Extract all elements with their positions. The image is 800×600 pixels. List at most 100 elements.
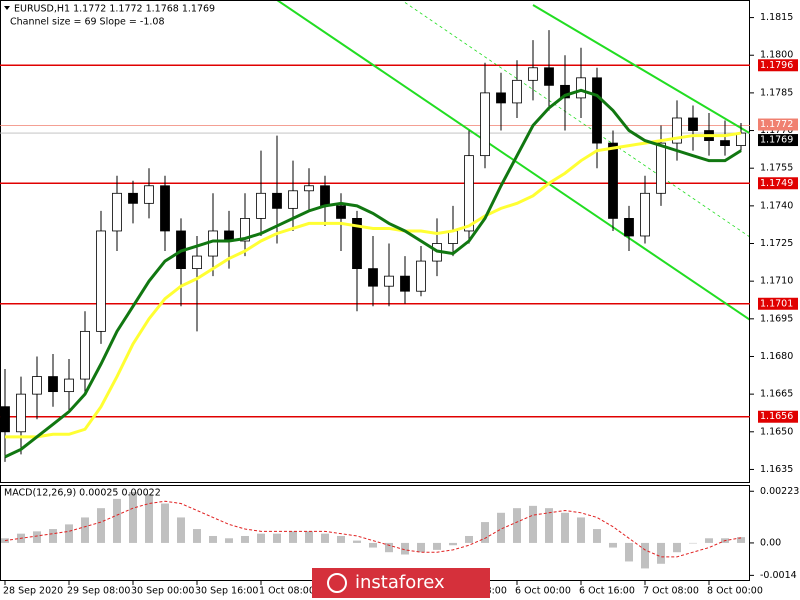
macd-bar — [545, 508, 553, 543]
level-label: 1.1796 — [760, 60, 793, 71]
candle-body — [480, 92, 490, 157]
candle-body — [240, 218, 250, 242]
candle-body — [368, 268, 378, 287]
candle-body — [320, 185, 330, 207]
x-tick-label: 30 Sep 00:00 — [131, 586, 194, 597]
macd-bar — [225, 538, 233, 543]
candle-body — [192, 255, 202, 270]
watermark-icon — [327, 573, 347, 593]
candle-body — [400, 275, 410, 292]
macd-bar — [305, 531, 313, 543]
title-arrow — [4, 6, 10, 10]
candle-body — [688, 117, 698, 131]
x-tick-label: 8 Oct 00:00 — [707, 586, 763, 597]
macd-bar — [129, 491, 137, 543]
macd-bar — [673, 542, 681, 553]
macd-bar — [161, 503, 169, 543]
macd-bar — [417, 542, 425, 553]
macd-bar — [33, 531, 41, 543]
y-tick-label: 1.1785 — [760, 87, 793, 98]
macd-bar — [705, 538, 713, 543]
level-label: 1.1749 — [760, 178, 793, 189]
y-tick-label: 1.1650 — [760, 426, 793, 437]
level-label-box — [758, 59, 798, 72]
macd-bar — [625, 542, 633, 562]
level-label-box — [758, 297, 798, 310]
macd-bar — [273, 533, 281, 543]
macd-bar — [369, 542, 377, 548]
macd-bar — [321, 533, 329, 543]
candle-body — [384, 275, 394, 287]
y-tick-label: 1.1695 — [760, 313, 793, 324]
candle-body — [624, 218, 634, 237]
x-tick-label: 30 Sep 16:00 — [195, 586, 258, 597]
macd-bar — [65, 524, 73, 543]
y-tick-label: 1.1680 — [760, 351, 793, 362]
y-tick-label: 1.1755 — [760, 163, 793, 174]
y-tick-label: -0.0014 — [760, 570, 797, 581]
macd-bar — [177, 517, 185, 543]
candle-body — [80, 330, 90, 380]
macd-bar — [81, 517, 89, 543]
candle-body — [0, 406, 10, 433]
candle-body — [288, 190, 298, 209]
candle-body — [608, 142, 618, 219]
x-tick-label: 28 Sep 2020 — [3, 586, 63, 597]
candle-body — [256, 192, 266, 219]
macd-bar — [433, 542, 441, 550]
x-tick-label: 29 Sep 08:00 — [67, 586, 130, 597]
macd-signal — [4, 500, 742, 558]
macd-bar — [401, 542, 409, 555]
macd-bar — [609, 542, 617, 548]
candle-body — [160, 185, 170, 232]
candle-body — [496, 92, 506, 104]
chart-title: EURUSD,H1 1.1772 1.1772 1.1768 1.1769 — [14, 4, 215, 15]
candle-body — [656, 142, 666, 194]
macd-bar — [737, 537, 745, 543]
y-tick-label: 1.1770 — [760, 125, 793, 136]
macd-bar — [657, 542, 665, 564]
candle-body — [64, 378, 74, 393]
candle-body — [576, 77, 586, 99]
macd-bar — [49, 529, 57, 543]
macd-bar — [353, 540, 361, 543]
candle-body — [672, 117, 682, 144]
macd-bar — [529, 505, 537, 543]
x-tick-label: 1 Oct 08:00 — [259, 586, 315, 597]
y-tick-label: 1.1740 — [760, 200, 793, 211]
ask-label-box — [758, 118, 798, 131]
level-label: 1.1656 — [760, 411, 793, 422]
candle-body — [272, 192, 282, 209]
macd-bar — [385, 542, 393, 553]
candle-body — [32, 376, 42, 395]
watermark: instaforex — [312, 568, 490, 598]
y-tick-label: 0.00223 — [760, 486, 799, 497]
macd-bar — [593, 529, 601, 543]
candle-body — [96, 230, 106, 332]
y-tick-label: 1.1710 — [760, 276, 793, 287]
bid-label-box — [758, 134, 798, 147]
ask-label: 1.1772 — [760, 119, 793, 130]
plot-layer — [0, 1, 750, 569]
watermark-box — [312, 568, 490, 598]
y-tick-label: 0.00 — [760, 537, 781, 548]
candle-body — [720, 140, 730, 147]
y-tick-label: 1.1725 — [760, 238, 793, 249]
macd-bar — [193, 529, 201, 543]
candle-body — [592, 77, 602, 144]
macd-bar — [145, 494, 153, 543]
macd-bar — [689, 542, 697, 544]
candle-body — [336, 205, 346, 219]
macd-bar — [113, 498, 121, 543]
candle-body — [48, 376, 58, 393]
y-tick-label: 1.1635 — [760, 464, 793, 475]
level-label-box — [758, 410, 798, 423]
candle-body — [352, 218, 362, 270]
channel-line — [276, 1, 749, 321]
y-tick-label: 1.1815 — [760, 12, 793, 23]
candle-body — [560, 84, 570, 99]
level-label-box — [758, 177, 798, 190]
candle-body — [544, 67, 554, 86]
candle-body — [528, 67, 538, 81]
macd-bar — [481, 522, 489, 543]
